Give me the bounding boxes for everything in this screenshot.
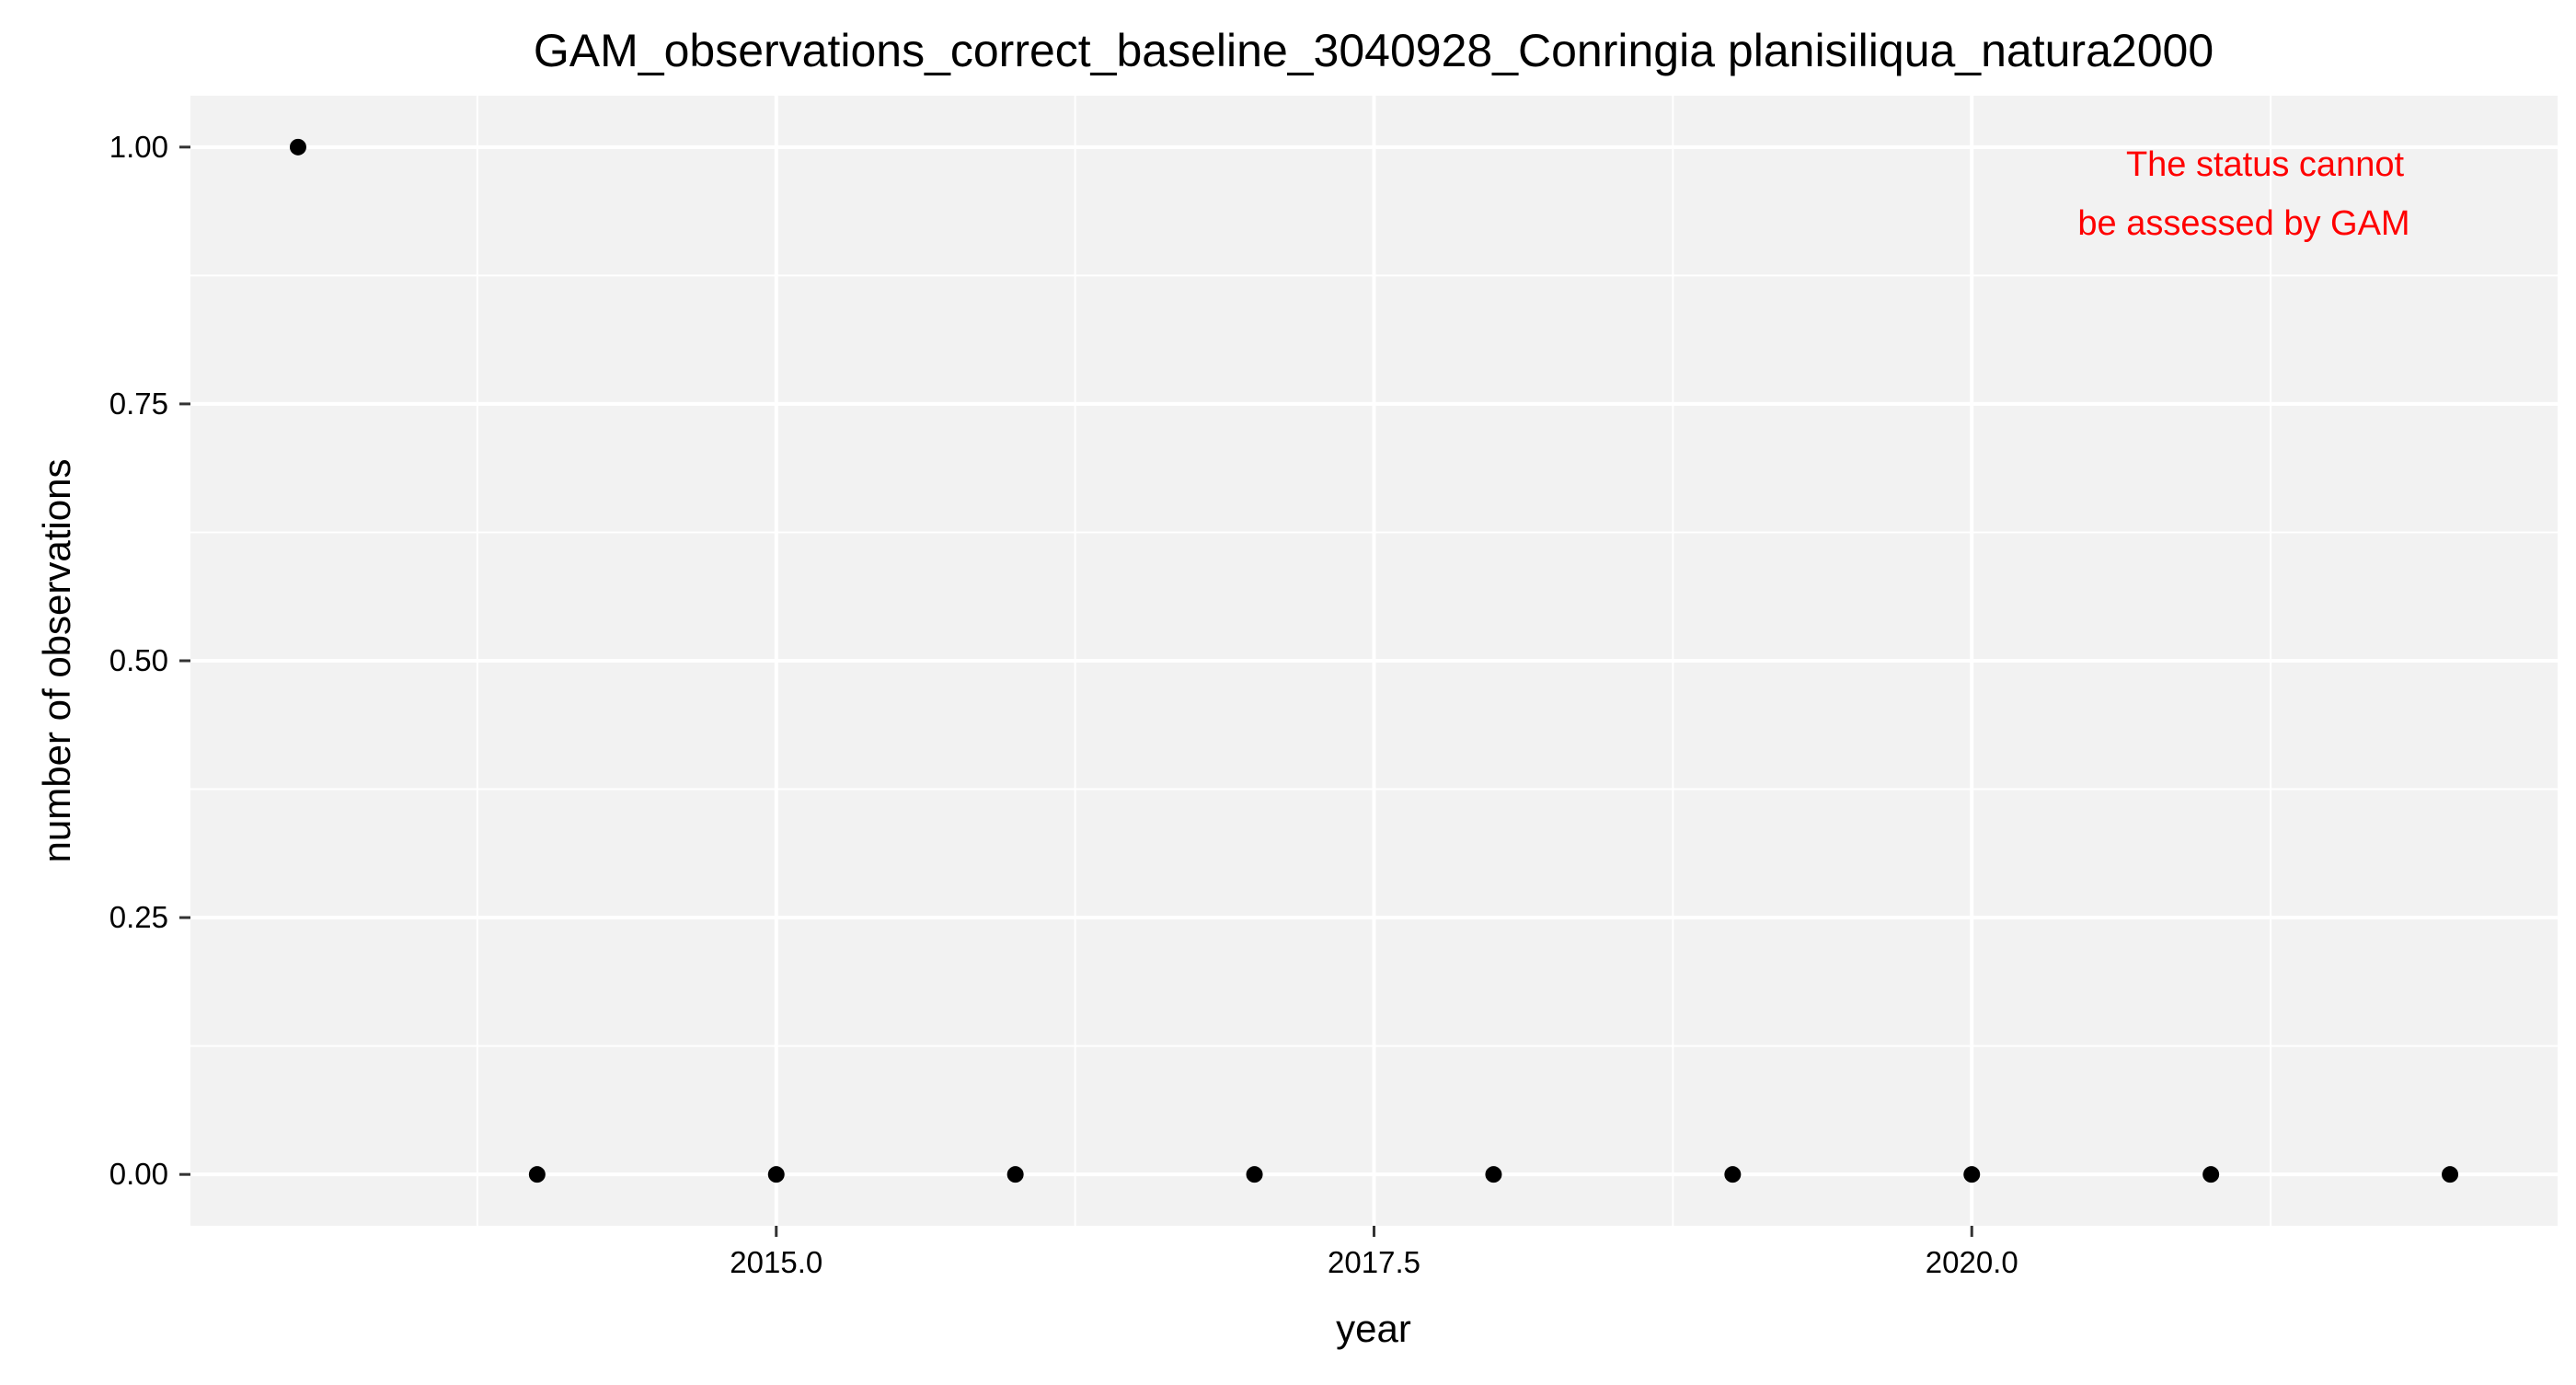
data-point — [1246, 1166, 1263, 1183]
x-axis-label: year — [1336, 1307, 1411, 1350]
y-tick-label: 1.00 — [109, 130, 168, 164]
data-point — [1963, 1166, 1981, 1183]
data-point — [2202, 1166, 2220, 1183]
x-tick-label: 2020.0 — [1926, 1245, 2018, 1279]
chart-title: GAM_observations_correct_baseline_304092… — [534, 25, 2214, 76]
y-tick-label: 0.25 — [109, 900, 168, 934]
major-grid — [190, 96, 2558, 1226]
y-tick-label: 0.75 — [109, 387, 168, 421]
y-tick-label: 0.00 — [109, 1157, 168, 1191]
data-point — [1006, 1166, 1024, 1183]
annotation-line-2: be assessed by GAM — [2077, 204, 2409, 243]
x-tick-label: 2017.5 — [1328, 1245, 1420, 1279]
y-tick-label: 0.50 — [109, 643, 168, 677]
data-point — [289, 138, 306, 156]
x-tick-label: 2015.0 — [730, 1245, 822, 1279]
y-axis: 0.00 0.25 0.50 0.75 1.00 — [109, 130, 190, 1191]
data-point — [2442, 1166, 2459, 1183]
data-point — [767, 1166, 785, 1183]
x-axis: 2015.0 2017.5 2020.0 — [730, 1226, 2018, 1279]
annotation-line-1: The status cannot — [2126, 145, 2405, 184]
data-points — [289, 138, 2459, 1183]
data-point — [1485, 1166, 1502, 1183]
y-axis-label: number of observations — [35, 459, 78, 863]
data-point — [528, 1166, 546, 1183]
data-point — [1724, 1166, 1742, 1183]
